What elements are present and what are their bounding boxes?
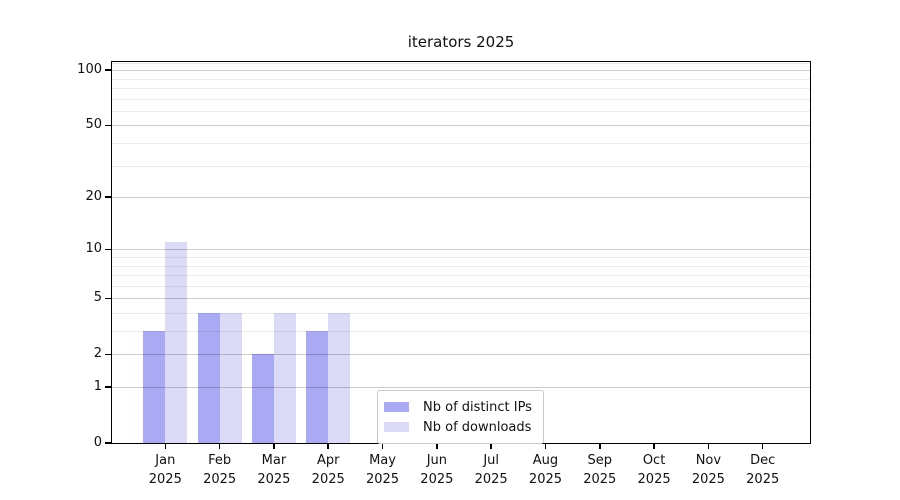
x-axis-tick-label: Apr 2025 [311,453,345,487]
x-axis-tick-mark [327,443,329,449]
x-axis-tick-label: Jan 2025 [148,453,182,487]
gridline [112,249,810,251]
x-axis-tick-label: Aug 2025 [528,453,563,487]
y-axis-tick-label: 2 [93,346,102,362]
gridline [112,331,810,333]
bar [251,354,274,443]
bar [165,242,188,443]
legend-swatch-distinct-ips [384,402,409,412]
x-axis-tick-mark [273,443,275,449]
x-axis-tick-label: Oct 2025 [637,453,671,487]
legend-row: Nb of downloads [384,417,532,437]
x-axis-tick-label: Jul 2025 [474,453,508,487]
gridline [112,285,810,287]
x-axis-tick-mark [381,443,384,449]
y-axis-tick-mark [105,69,111,71]
y-axis-tick-mark [105,353,111,355]
x-axis-tick-mark [164,443,167,449]
y-axis-tick-label: 50 [85,117,102,133]
gridline [112,62,810,64]
gridline [112,312,810,314]
y-axis-tick-label: 20 [85,189,102,205]
y-axis-tick-mark [105,196,111,198]
y-axis-tick-mark [105,386,111,388]
y-axis-tick-label: 100 [77,62,102,78]
gridline [112,165,810,167]
y-axis-tick-mark [105,124,111,127]
chart-title: iterators 2025 [407,33,515,51]
y-axis-tick-mark [105,442,111,444]
bar [328,312,351,443]
x-axis-tick-label: Sep 2025 [583,453,617,487]
x-axis-tick-label: Nov 2025 [691,453,725,487]
y-axis-tick-label: 10 [85,241,102,257]
legend-swatch-downloads [384,422,409,432]
x-axis-tick-label: Jun 2025 [420,453,454,487]
x-axis-tick-label: Mar 2025 [257,453,291,487]
gridline [112,125,810,127]
y-axis-tick-mark [105,248,111,251]
bar [273,312,296,443]
bar [219,312,242,443]
x-axis-tick-mark [436,443,438,449]
gridline [112,275,810,277]
gridline [112,88,810,90]
bar [306,331,329,443]
gridline [112,110,810,112]
gridline [112,98,810,100]
gridline [112,298,810,300]
x-axis-tick-mark [599,443,601,449]
x-axis-tick-mark [490,443,492,449]
y-axis-tick-label: 5 [93,290,102,306]
legend-row: Nb of distinct IPs [384,397,532,417]
legend-label: Nb of distinct IPs [423,399,532,415]
gridline [112,387,810,388]
x-axis-tick-label: Dec 2025 [746,453,780,487]
gridline [112,197,810,199]
x-axis-tick-mark [653,443,655,449]
gridline [112,78,810,80]
x-axis-tick-label: Feb 2025 [203,453,237,487]
gridline [112,70,810,72]
x-axis-tick-mark [707,443,710,449]
gridline [112,143,810,145]
gridline [112,257,810,258]
legend: Nb of distinct IPs Nb of downloads [377,390,544,444]
plot-area: Nb of distinct IPs Nb of downloads [111,61,811,444]
x-axis-tick-label: May 2025 [365,453,400,487]
y-axis-tick-mark [105,297,111,299]
y-axis-tick-label: 0 [93,435,102,450]
gridline [112,265,810,267]
y-axis-tick-label: 1 [93,379,102,394]
x-axis-tick-mark [761,443,764,449]
bar [143,331,166,443]
bar [197,312,220,443]
legend-label: Nb of downloads [423,419,532,435]
x-axis-tick-mark [218,443,221,449]
x-axis-tick-mark [544,443,547,449]
gridline [112,354,810,356]
